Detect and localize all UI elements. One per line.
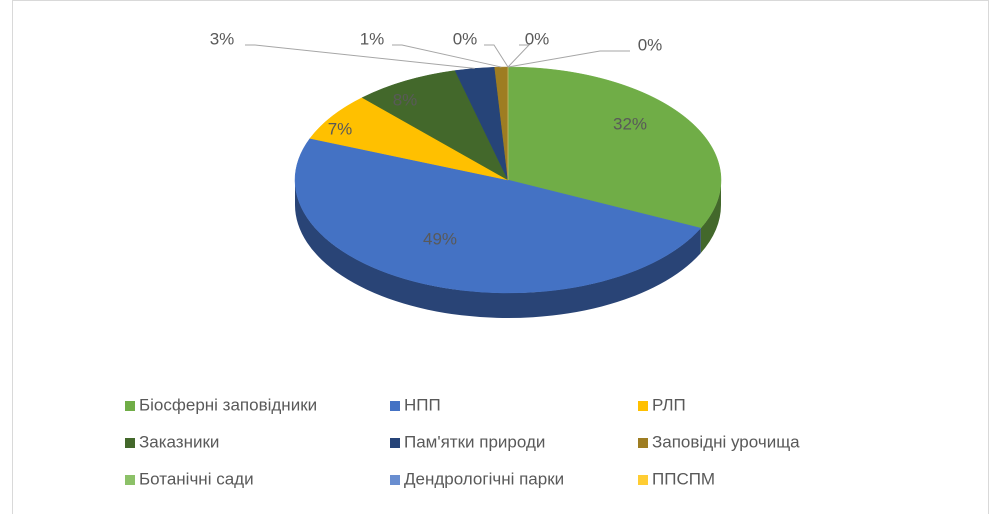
data-label: 1% [360, 29, 385, 48]
leader-line [245, 44, 475, 69]
legend-label: Біосферні заповідники [139, 395, 317, 414]
data-label: 0% [525, 29, 550, 48]
legend-label: НПП [404, 395, 441, 414]
legend-swatch [638, 475, 648, 485]
legend-swatch [390, 401, 400, 411]
data-label: 0% [453, 29, 478, 48]
legend-swatch [125, 438, 135, 448]
legend-swatch [638, 438, 648, 448]
pie-slice [507, 66, 722, 229]
data-label: 3% [210, 29, 235, 48]
data-label: 49% [423, 229, 457, 248]
leader-line [484, 44, 509, 68]
legend-label: Дендрологічні парки [404, 469, 564, 488]
legend-swatch [390, 475, 400, 485]
pie-slice [361, 70, 509, 181]
legend-label: Заповідні урочища [652, 432, 800, 451]
legend-label: Заказники [139, 432, 219, 451]
leader-line [392, 44, 502, 68]
legend-label: ППСПМ [652, 469, 715, 488]
legend-swatch [390, 438, 400, 448]
data-label: 7% [328, 119, 353, 138]
data-label: 8% [393, 90, 418, 109]
legend-label: РЛП [652, 395, 686, 414]
pie-slice [294, 138, 702, 294]
legend-label: Пам'ятки природи [404, 432, 545, 451]
pie-side [295, 180, 701, 318]
legend-swatch [125, 475, 135, 485]
pie-side [700, 180, 721, 254]
leader-line [507, 44, 531, 68]
legend-swatch [125, 401, 135, 411]
legend-swatch [638, 401, 648, 411]
leader-line [507, 50, 630, 68]
data-label: 32% [613, 114, 647, 133]
legend-label: Ботанічні сади [139, 469, 254, 488]
data-label: 0% [638, 35, 663, 54]
